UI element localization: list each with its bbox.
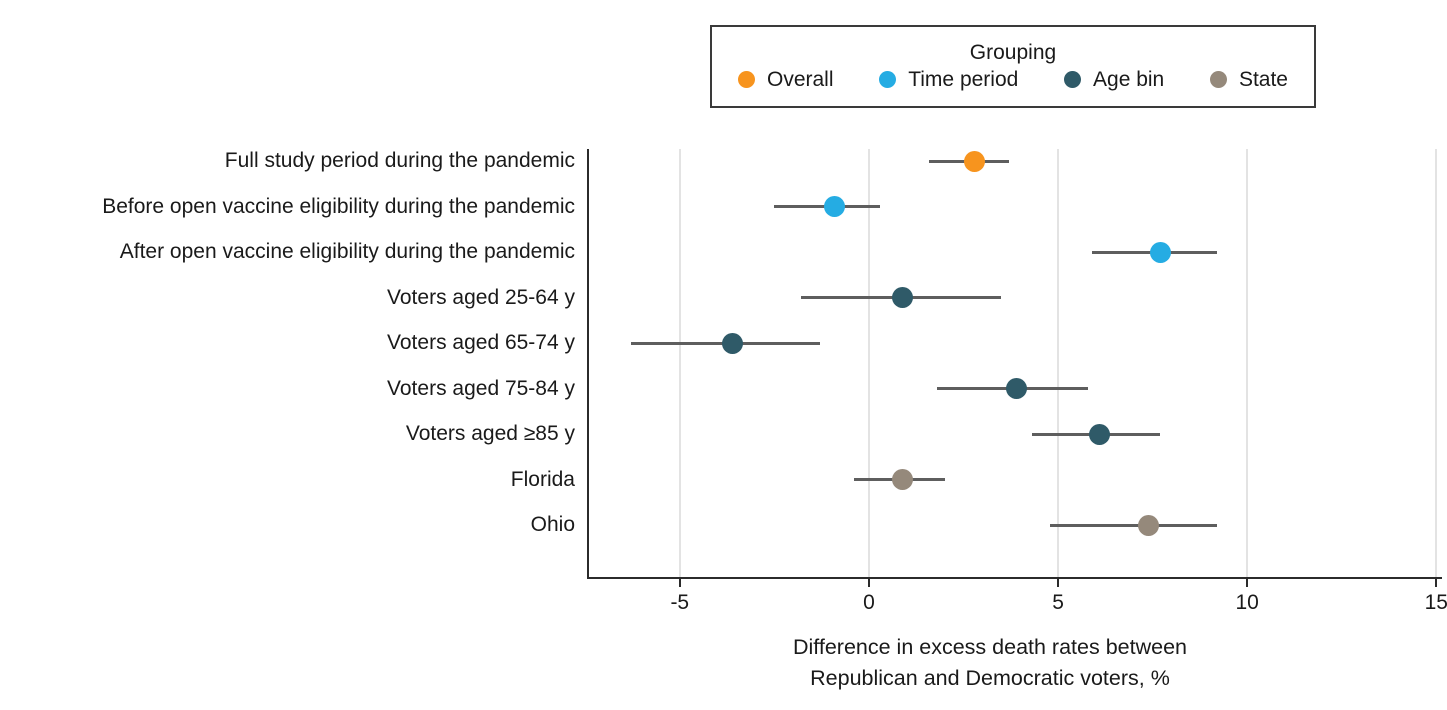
legend: Grouping Overall Time period Age bin State	[710, 25, 1316, 108]
x-tick-5	[1057, 579, 1060, 587]
x-axis-title-line2: Republican and Democratic voters, %	[810, 666, 1170, 690]
legend-item-state: State	[1209, 67, 1288, 92]
x-tick-label-5: 5	[1052, 591, 1064, 614]
legend-item-overall: Overall	[738, 68, 834, 92]
x-tick-label-0: 0	[863, 591, 875, 614]
gridline-x-10	[1246, 149, 1249, 577]
legend-item-time-period: Time period	[879, 68, 1018, 92]
gridline-x-15	[1435, 149, 1438, 577]
legend-dot-time-period	[879, 71, 897, 88]
legend-dot-age-bin	[1064, 71, 1082, 88]
legend-items: Overall Time period Age bin State	[712, 66, 1314, 96]
legend-item-label: State	[1238, 67, 1288, 91]
ci-line	[1050, 523, 1217, 527]
x-tick-15	[1435, 579, 1438, 587]
x-tick-label-15: 15	[1424, 591, 1447, 614]
legend-item-label: Overall	[767, 67, 834, 91]
legend-item-age-bin: Age bin	[1064, 68, 1164, 92]
legend-dot-state	[1209, 71, 1227, 88]
data-point-dot	[964, 150, 986, 172]
gridline-x-5	[1057, 149, 1060, 577]
legend-item-label: Time period	[908, 67, 1019, 91]
data-point-dot	[892, 469, 914, 491]
category-label: Ohio	[530, 513, 575, 537]
legend-item-label: Age bin	[1093, 67, 1165, 91]
category-label: Voters aged 75-84 y	[387, 376, 575, 400]
category-label: Florida	[510, 467, 575, 491]
category-label: Before open vaccine eligibility during t…	[102, 194, 575, 218]
plot-area: -5 0 5 10 15	[587, 149, 1447, 614]
gridline-x-0	[867, 149, 870, 577]
gridline-x--5	[678, 149, 681, 577]
data-point-dot	[722, 332, 744, 354]
category-label: Voters aged ≥85 y	[405, 422, 575, 446]
category-label: Voters aged 25-64 y	[387, 285, 575, 309]
x-tick-label--5: -5	[670, 591, 690, 614]
data-point-dot	[892, 287, 914, 309]
x-tick-0	[867, 579, 870, 587]
data-point-dot	[1138, 514, 1160, 536]
legend-title: Grouping	[969, 40, 1057, 64]
data-point-dot	[1005, 378, 1027, 400]
x-axis-title: Difference in excess death rates between…	[587, 632, 1393, 694]
data-point-dot	[1089, 423, 1111, 445]
data-point-dot	[824, 196, 846, 218]
x-axis-title-line1: Difference in excess death rates between	[792, 635, 1187, 659]
data-point-dot	[1149, 241, 1171, 263]
category-label: Full study period during the pandemic	[224, 149, 575, 172]
x-tick-label-10: 10	[1235, 591, 1259, 614]
category-label: Voters aged 65-74 y	[387, 331, 575, 355]
x-tick--5	[678, 579, 681, 587]
x-tick-10	[1246, 579, 1249, 587]
legend-dot-overall	[738, 71, 755, 88]
category-label: After open vaccine eligibility during th…	[119, 240, 575, 264]
